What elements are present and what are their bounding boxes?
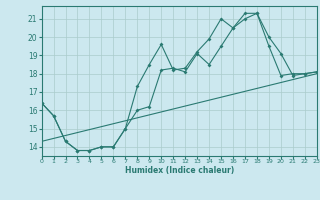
X-axis label: Humidex (Indice chaleur): Humidex (Indice chaleur) — [124, 166, 234, 175]
